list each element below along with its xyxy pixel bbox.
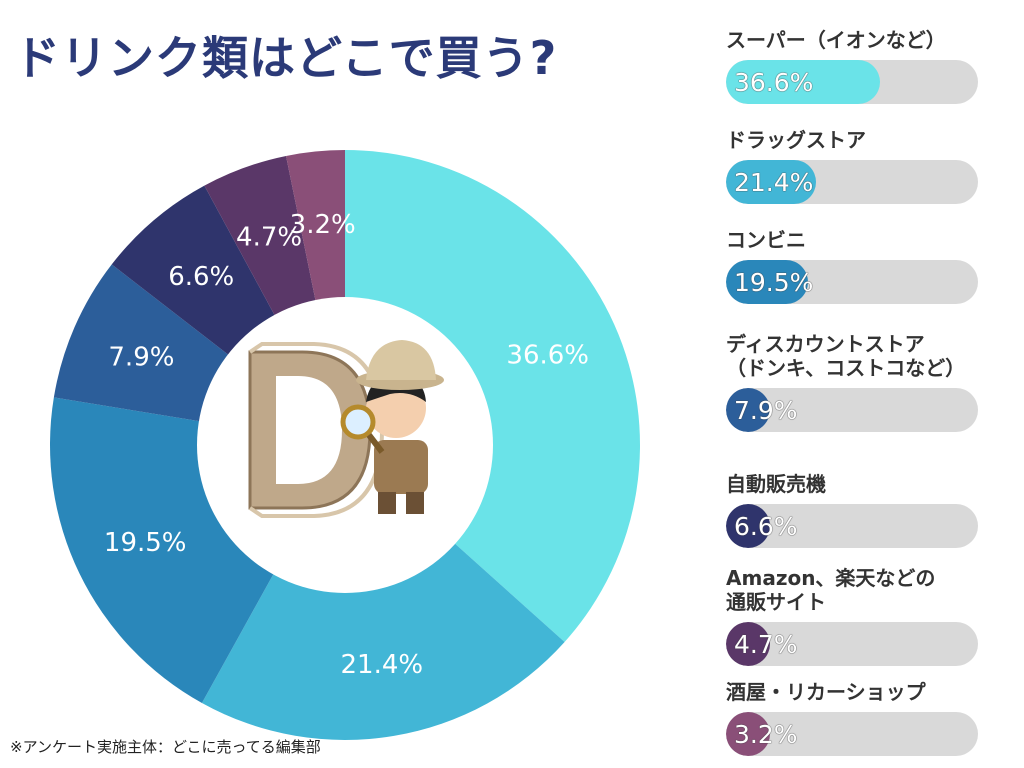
percentage-bar-fill: [726, 622, 770, 666]
slice-value-label: 19.5%: [104, 528, 187, 558]
legend-item: 酒屋・リカーショップ 3.2%: [726, 680, 986, 756]
legend-item: ドラッグストア 21.4%: [726, 128, 986, 204]
legend-item: コンビニ 19.5%: [726, 228, 986, 304]
slice-value-label: 6.6%: [168, 262, 234, 292]
donut-chart: 36.6% 21.4% 19.5% 7.9% 6.6%4.7%3.2%: [50, 150, 640, 740]
donut-slice: [201, 445, 565, 740]
percentage-bar-track: 7.9%: [726, 388, 978, 432]
legend-label: コンビニ: [726, 228, 806, 252]
slice-value-label: 21.4%: [341, 650, 424, 680]
slice-value-label: 36.6%: [506, 341, 589, 371]
legend-item: Amazon、楽天などの 通販サイト 4.7%: [726, 566, 986, 666]
percentage-bar-fill: [726, 504, 770, 548]
percentage-value: 4.7%: [734, 630, 798, 659]
legend-label: ディスカウントストア （ドンキ、コストコなど）: [726, 332, 966, 380]
donut-slice: [345, 150, 640, 642]
legend-item: 自動販売機 6.6%: [726, 472, 986, 548]
percentage-bar-track: 3.2%: [726, 712, 978, 756]
slice-value-label: 3.2%: [290, 210, 356, 240]
slice-value-label: 4.7%: [236, 222, 302, 252]
percentage-bar-fill: [726, 160, 816, 204]
legend-label: スーパー（イオンなど）: [726, 28, 946, 52]
percentage-bar-fill: [726, 712, 770, 756]
percentage-bar-fill: [726, 260, 808, 304]
percentage-bar-track: 36.6%: [726, 60, 978, 104]
legend-label: 酒屋・リカーショップ: [726, 680, 926, 704]
percentage-value: 6.6%: [734, 512, 798, 541]
footnote: ※アンケート実施主体：どこに売ってる編集部: [10, 738, 321, 756]
legend-label: ドラッグストア: [726, 128, 866, 152]
percentage-bar-track: 4.7%: [726, 622, 978, 666]
percentage-value: 21.4%: [734, 168, 814, 197]
percentage-value: 3.2%: [734, 720, 798, 749]
slice-labels-group: 36.6% 21.4% 19.5% 7.9% 6.6%4.7%3.2%: [104, 210, 589, 680]
legend-label: 自動販売機: [726, 472, 826, 496]
percentage-bar-track: 6.6%: [726, 504, 978, 548]
percentage-value: 36.6%: [734, 68, 814, 97]
slice-value-label: 7.9%: [108, 342, 174, 372]
percentage-bar-track: 19.5%: [726, 260, 978, 304]
legend-item: ディスカウントストア （ドンキ、コストコなど） 7.9%: [726, 332, 986, 432]
percentage-value: 7.9%: [734, 396, 798, 425]
percentage-bar-fill: [726, 60, 880, 104]
chart-title: ドリンク類はどこで買う?: [14, 31, 558, 85]
percentage-bar-fill: [726, 388, 770, 432]
explorer-character-icon: [248, 340, 444, 518]
legend-label: Amazon、楽天などの 通販サイト: [726, 566, 936, 614]
percentage-bar-track: 21.4%: [726, 160, 978, 204]
percentage-value: 19.5%: [734, 268, 814, 297]
legend-item: スーパー（イオンなど） 36.6%: [726, 28, 986, 104]
